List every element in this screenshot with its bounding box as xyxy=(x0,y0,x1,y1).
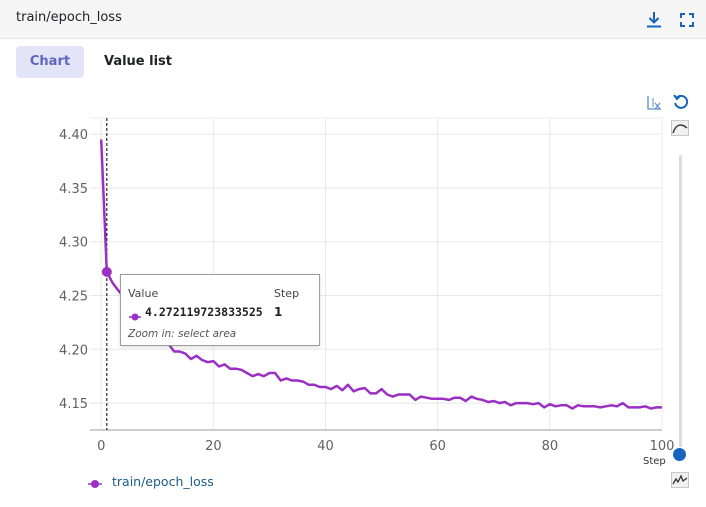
raw-curve-icon[interactable] xyxy=(671,472,689,488)
x-tick-label: 0 xyxy=(97,439,105,454)
reset-zoom-icon[interactable] xyxy=(672,93,690,111)
tooltip: Value Step 4.272119723833525 1 Zoom in: … xyxy=(120,274,320,346)
chart-grid xyxy=(90,117,663,430)
y-tick-label: 4.20 xyxy=(59,343,88,358)
axis-ticks: 4.15 4.20 4.25 4.30 4.35 4.40 0 20 40 60 80 100 xyxy=(59,128,674,454)
x-axis-label: Step xyxy=(643,456,666,467)
y-tick-label: 4.30 xyxy=(59,236,88,251)
smoothing-slider-thumb[interactable] xyxy=(672,447,687,462)
tooltip-zoom-hint: Zoom in: select area xyxy=(128,328,237,340)
y-tick-label: 4.40 xyxy=(59,128,88,143)
series-line-train-epoch-loss xyxy=(99,139,662,410)
log-scale-x-icon[interactable] xyxy=(645,94,663,112)
tooltip-step: 1 xyxy=(274,305,283,319)
tab-value-list[interactable]: Value list xyxy=(103,54,173,69)
hover-point xyxy=(101,266,112,277)
x-tick-label: 40 xyxy=(317,439,334,454)
tab-chart[interactable]: Chart xyxy=(16,46,84,78)
tooltip-step-header: Step xyxy=(274,287,300,300)
card-header: train/epoch_loss xyxy=(0,0,706,39)
legend-marker-icon xyxy=(88,476,102,490)
x-tick-label: 80 xyxy=(542,439,559,454)
download-icon[interactable] xyxy=(643,9,665,31)
series-marker-icon xyxy=(129,308,141,321)
fullscreen-icon[interactable] xyxy=(676,9,698,31)
card-title: train/epoch_loss xyxy=(16,10,122,25)
tooltip-value: 4.272119723833525 xyxy=(145,305,263,319)
y-tick-label: 4.15 xyxy=(59,397,88,412)
tooltip-value-header: Value xyxy=(128,287,159,300)
x-tick-label: 20 xyxy=(205,439,222,454)
smoothing-curve-icon[interactable] xyxy=(671,120,689,136)
x-tick-label: 60 xyxy=(429,439,446,454)
smoothing-slider-track[interactable] xyxy=(679,155,682,455)
y-tick-label: 4.35 xyxy=(59,182,88,197)
y-tick-label: 4.25 xyxy=(59,290,88,305)
x-tick-label: 100 xyxy=(650,439,675,454)
legend-item-train-epoch-loss[interactable]: train/epoch_loss xyxy=(112,474,214,489)
